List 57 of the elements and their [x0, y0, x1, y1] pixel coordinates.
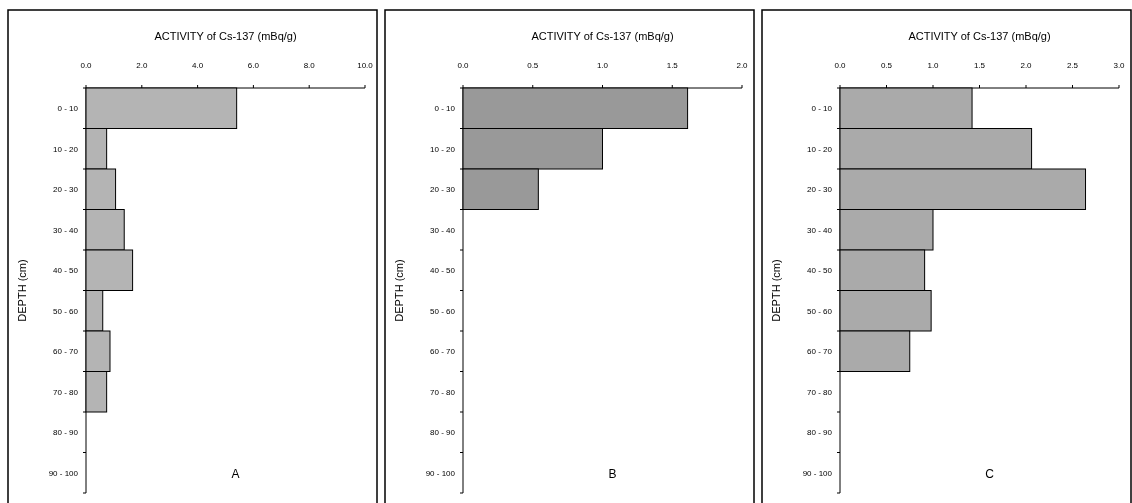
x-tick-label: 4.0 — [192, 61, 204, 70]
y-tick-label: 50 - 60 — [807, 306, 833, 316]
x-tick-label: 2.0 — [136, 61, 148, 70]
y-tick-label: 90 - 100 — [802, 468, 833, 478]
y-tick-label: 30 - 40 — [430, 225, 456, 235]
x-tick-label: 0.0 — [457, 61, 470, 70]
x-axis-title: ACTIVITY of Cs-137 (mBq/g) — [531, 30, 674, 42]
x-tick-label: 0.5 — [880, 61, 893, 70]
y-axis-title: DEPTH (cm) — [16, 259, 28, 322]
x-tick-label: 10.0 — [357, 61, 374, 70]
x-tick-label: 1.0 — [927, 61, 940, 70]
y-tick-label: 0 - 10 — [57, 104, 79, 114]
x-tick-label: 1.5 — [973, 61, 986, 70]
y-tick-label: 90 - 100 — [425, 468, 456, 478]
y-axis-title: DEPTH (cm) — [393, 259, 405, 322]
annotation: B — [608, 467, 617, 481]
x-axis-title: ACTIVITY of Cs-137 (mBq/g) — [154, 30, 297, 42]
x-tick-label: 2.0 — [736, 61, 749, 70]
y-tick-label: 70 - 80 — [53, 387, 79, 397]
annotation: C — [985, 467, 995, 481]
x-tick-label: 1.5 — [666, 61, 679, 70]
x-tick-label: 0.0 — [834, 61, 847, 70]
x-tick-label: 6.0 — [247, 61, 260, 70]
y-tick-label: 30 - 40 — [53, 225, 79, 235]
y-tick-label: 60 - 70 — [430, 347, 456, 357]
x-tick-label: 0.0 — [80, 61, 93, 70]
x-tick-label: 2.5 — [1066, 61, 1079, 70]
x-tick-label: 2.0 — [1020, 61, 1033, 70]
annotation: A — [231, 467, 240, 481]
y-tick-label: 70 - 80 — [430, 387, 456, 397]
y-tick-label: 60 - 70 — [807, 347, 833, 357]
y-tick-label: 90 - 100 — [48, 468, 79, 478]
y-tick-label: 10 - 20 — [430, 144, 456, 154]
y-tick-label: 60 - 70 — [53, 347, 79, 357]
x-tick-label: 3.0 — [1113, 61, 1126, 70]
x-tick-label: 8.0 — [303, 61, 316, 70]
y-tick-label: 80 - 90 — [53, 428, 79, 438]
y-tick-label: 20 - 30 — [53, 185, 79, 195]
y-tick-label: 70 - 80 — [807, 387, 833, 397]
y-tick-label: 40 - 50 — [807, 266, 833, 276]
y-axis-title: DEPTH (cm) — [770, 259, 782, 322]
y-tick-label: 20 - 30 — [807, 185, 833, 195]
y-tick-label: 0 - 10 — [434, 104, 456, 114]
y-tick-label: 10 - 20 — [807, 144, 833, 154]
x-tick-label: 0.5 — [527, 61, 539, 70]
y-tick-label: 40 - 50 — [430, 266, 456, 276]
y-tick-label: 10 - 20 — [53, 144, 79, 154]
y-tick-label: 20 - 30 — [430, 185, 456, 195]
y-tick-label: 30 - 40 — [807, 225, 833, 235]
y-tick-label: 50 - 60 — [53, 306, 79, 316]
x-axis-title: ACTIVITY of Cs-137 (mBq/g) — [908, 30, 1051, 42]
x-tick-label: 1.0 — [596, 61, 609, 70]
y-tick-label: 40 - 50 — [53, 266, 79, 276]
y-tick-label: 50 - 60 — [430, 306, 456, 316]
y-tick-label: 0 - 10 — [811, 104, 833, 114]
y-tick-label: 80 - 90 — [430, 428, 456, 438]
y-tick-label: 80 - 90 — [807, 428, 833, 438]
